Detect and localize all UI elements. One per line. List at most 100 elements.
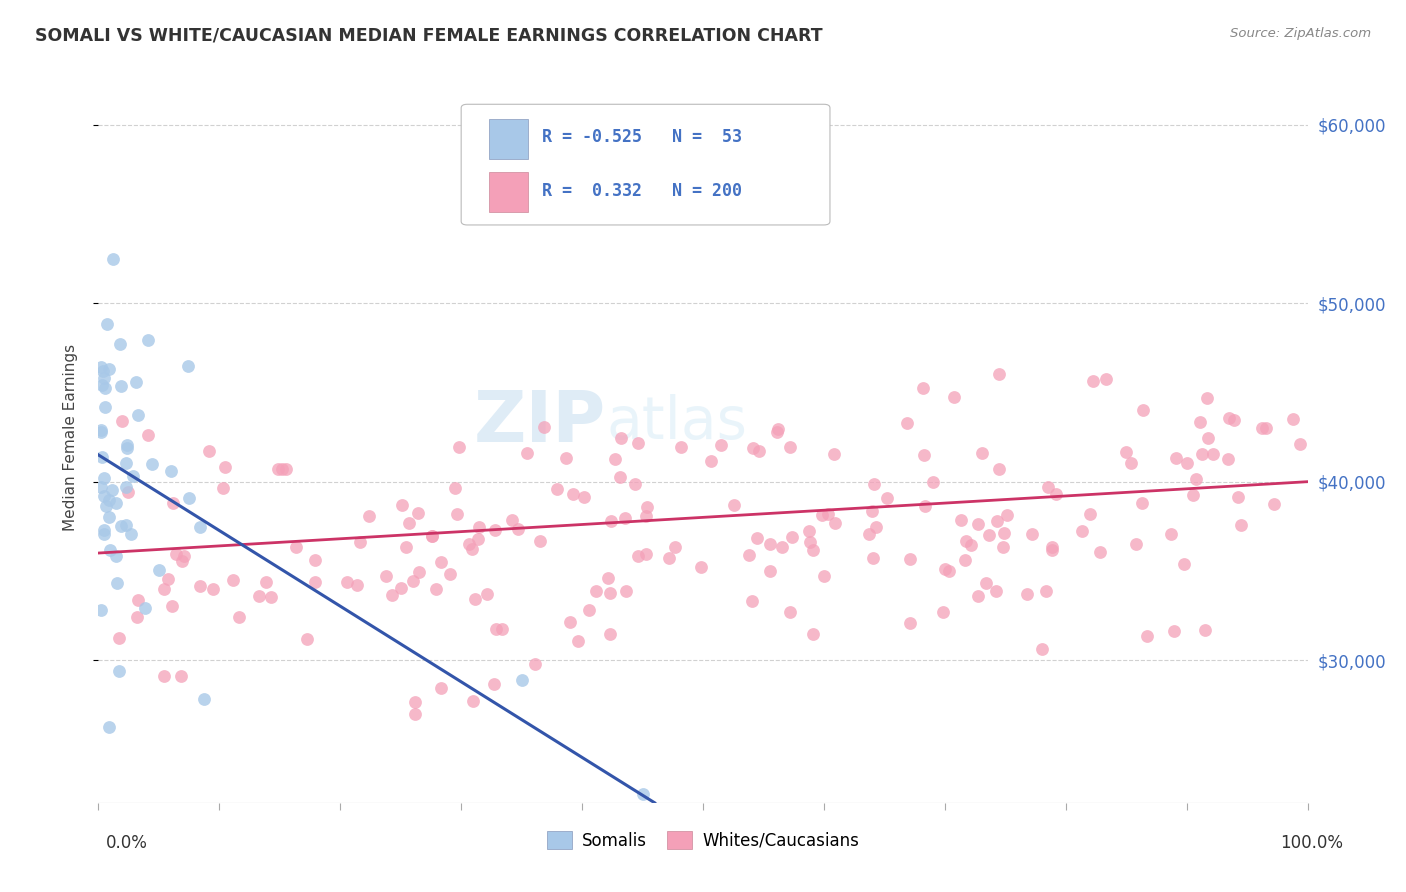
Point	[420, 529, 443, 543]
Point	[90, 423, 112, 437]
Point	[374, 569, 396, 583]
Point	[111, 414, 134, 428]
Point	[134, 601, 156, 615]
Point	[157, 572, 180, 586]
Point	[304, 575, 326, 590]
Point	[876, 491, 898, 505]
Point	[188, 520, 211, 534]
Point	[228, 610, 250, 624]
Point	[977, 527, 1000, 541]
Point	[599, 626, 621, 640]
Point	[1017, 587, 1039, 601]
Point	[117, 484, 139, 499]
Point	[912, 381, 935, 395]
Bar	[489, 172, 527, 212]
Point	[1160, 527, 1182, 541]
Point	[260, 590, 283, 604]
Point	[446, 507, 468, 521]
Point	[381, 587, 404, 601]
Point	[1040, 541, 1063, 555]
Point	[1173, 557, 1195, 571]
Point	[406, 506, 429, 520]
Point	[934, 562, 956, 576]
Point	[97, 493, 120, 508]
Point	[759, 537, 782, 551]
Point	[943, 390, 966, 404]
Y-axis label: Median Female Earnings: Median Female Earnings	[63, 343, 77, 531]
Point	[170, 668, 193, 682]
Point	[98, 362, 121, 376]
Point	[170, 554, 193, 568]
Point	[967, 590, 990, 604]
Point	[153, 582, 176, 596]
Point	[346, 577, 368, 591]
Point	[986, 514, 1008, 528]
Point	[461, 541, 484, 556]
Point	[93, 526, 115, 541]
Point	[402, 574, 425, 588]
Point	[986, 583, 1008, 598]
Point	[747, 531, 769, 545]
Legend: Somalis, Whites/Caucasians: Somalis, Whites/Caucasians	[540, 824, 866, 856]
Point	[115, 518, 138, 533]
Point	[741, 593, 763, 607]
Point	[1222, 413, 1244, 427]
Point	[141, 457, 163, 471]
Point	[949, 512, 972, 526]
Point	[177, 359, 200, 373]
Point	[613, 511, 636, 525]
Point	[443, 481, 465, 495]
Point	[1202, 447, 1225, 461]
Point	[93, 524, 115, 538]
Point	[357, 509, 380, 524]
Point	[1040, 543, 1063, 558]
Point	[295, 632, 318, 647]
Point	[823, 446, 845, 460]
Point	[98, 720, 121, 734]
Point	[501, 513, 523, 527]
Point	[1289, 436, 1312, 450]
Point	[285, 541, 308, 555]
Point	[599, 586, 621, 600]
Point	[93, 489, 115, 503]
Point	[114, 480, 136, 494]
Point	[710, 438, 733, 452]
Point	[1164, 450, 1187, 465]
Point	[567, 634, 589, 648]
Point	[921, 475, 943, 490]
Point	[254, 574, 277, 589]
Point	[960, 538, 983, 552]
Point	[304, 553, 326, 567]
Point	[865, 520, 887, 534]
Point	[115, 438, 138, 452]
Point	[136, 428, 159, 442]
Text: R =  0.332   N = 200: R = 0.332 N = 200	[543, 182, 742, 200]
Point	[1263, 497, 1285, 511]
Point	[408, 565, 430, 579]
Point	[932, 605, 955, 619]
Point	[991, 540, 1014, 554]
Point	[627, 549, 650, 564]
Point	[938, 564, 960, 578]
Point	[953, 552, 976, 566]
Text: R = -0.525   N =  53: R = -0.525 N = 53	[543, 128, 742, 146]
Point	[193, 692, 215, 706]
Point	[464, 591, 486, 606]
FancyBboxPatch shape	[461, 104, 830, 225]
Point	[90, 480, 112, 494]
Point	[700, 454, 723, 468]
Point	[914, 499, 936, 513]
Point	[267, 461, 290, 475]
Point	[104, 496, 127, 510]
Point	[122, 468, 145, 483]
Point	[779, 605, 801, 619]
Point	[249, 589, 271, 603]
Point	[723, 499, 745, 513]
Text: SOMALI VS WHITE/CAUCASIAN MEDIAN FEMALE EARNINGS CORRELATION CHART: SOMALI VS WHITE/CAUCASIAN MEDIAN FEMALE …	[35, 27, 823, 45]
Point	[596, 571, 619, 585]
Point	[439, 566, 461, 581]
Point	[91, 450, 114, 464]
Point	[179, 491, 201, 505]
Point	[484, 523, 506, 537]
Point	[491, 623, 513, 637]
